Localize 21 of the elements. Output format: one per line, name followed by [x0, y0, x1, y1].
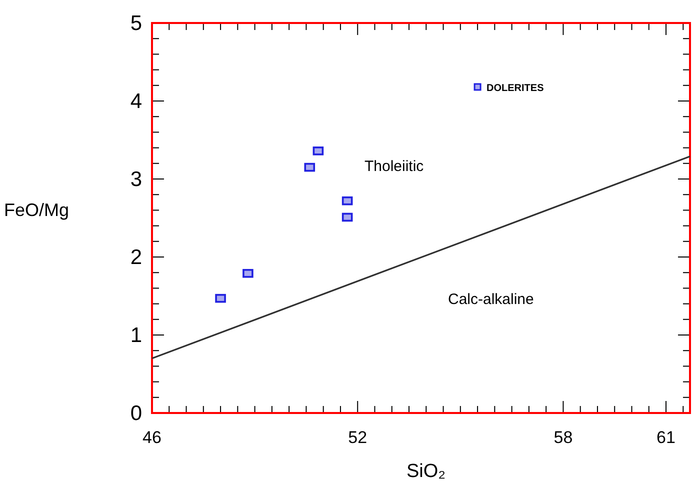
y-tick-label: 2 — [130, 246, 142, 269]
point — [242, 268, 254, 278]
x-tick-label: 46 — [142, 428, 162, 447]
point — [342, 196, 353, 206]
point — [215, 294, 226, 303]
point — [342, 212, 353, 222]
annotation: Calc-alkaline — [448, 290, 534, 308]
y-tick-label: 5 — [130, 12, 142, 35]
x-axis-title: SiO₂ — [406, 461, 446, 482]
x-tick-label: 52 — [348, 428, 368, 447]
point — [304, 162, 316, 172]
y-axis-title: FeO/Mg — [4, 200, 70, 220]
y-tick-label: 3 — [130, 168, 142, 191]
y-tick-label: 0 — [130, 402, 142, 425]
point — [312, 146, 324, 156]
x-tick-label: 61 — [656, 428, 676, 447]
y-tick-label: 4 — [130, 90, 142, 113]
x-tick-label: 58 — [554, 428, 573, 447]
y-tick-label: 1 — [130, 324, 142, 347]
legend-label: DOLERITES — [486, 82, 544, 94]
annotation: Tholeiitic — [364, 158, 424, 176]
